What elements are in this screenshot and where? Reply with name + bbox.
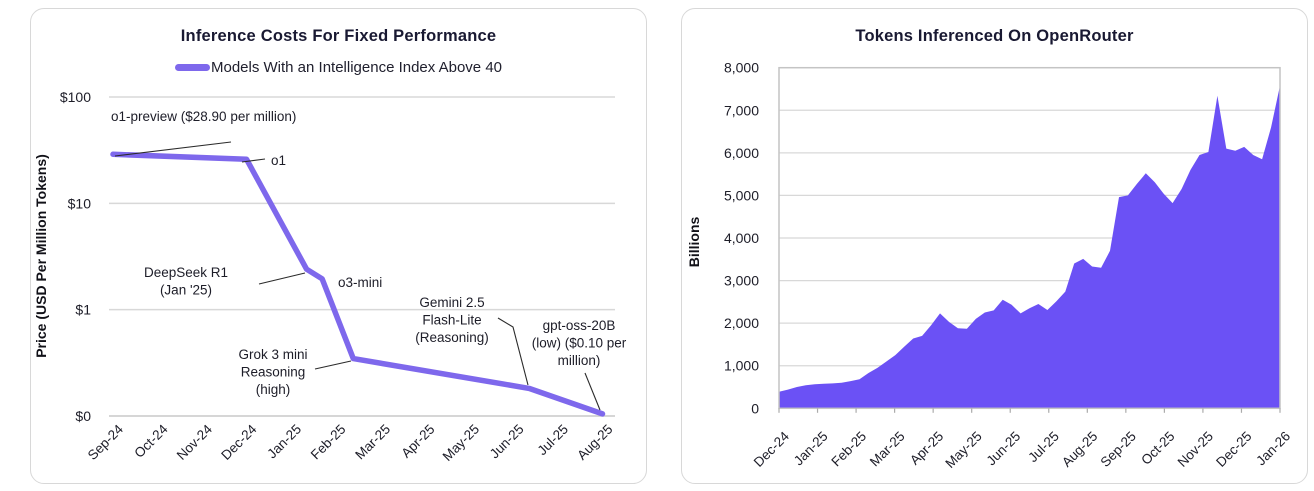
- inference-costs-chart-card: Inference Costs For Fixed Performance Mo…: [30, 8, 647, 484]
- x-tick-label: Jul-25: [535, 422, 572, 459]
- y-tick-label: $0: [75, 408, 91, 424]
- x-tick-label: Aug-25: [1059, 429, 1100, 470]
- plot-border: [778, 66, 1281, 410]
- y-tick-label: 1,000: [724, 358, 759, 374]
- annotation-grok-3-mini: Grok 3 mini Reasoning (high): [238, 347, 307, 397]
- y-tick-label: 2,000: [724, 315, 759, 331]
- y-tick-label: 5,000: [724, 187, 759, 203]
- x-tick-label: May-25: [942, 429, 984, 471]
- x-tick-label: Oct-25: [1138, 429, 1177, 468]
- annotation-gemini-2-5-flash-lite: Gemini 2.5 Flash-Lite (Reasoning): [415, 295, 489, 345]
- right-chart-title: Tokens Inferenced On OpenRouter: [855, 27, 1134, 45]
- y-tick-label: 6,000: [724, 145, 759, 161]
- x-tick-label: Jun-25: [487, 422, 527, 462]
- x-tick-label: Feb-25: [828, 429, 869, 470]
- y-tick-label: 7,000: [724, 102, 759, 118]
- annotation-connector-o1: [241, 158, 266, 163]
- openrouter-tokens-area-chart: 8,000 7,000 6,000 5,000 4,000 3,000 2,000 1,000…: [686, 60, 1293, 471]
- y-tick-label: $100: [60, 89, 91, 105]
- x-tick-label: May-25: [440, 422, 482, 464]
- y-axis-title: Billions: [686, 217, 702, 268]
- inference-costs-line-chart: $100 $10 $1 $0 Price (USD Per Million Tokens…: [33, 89, 627, 464]
- x-tick-label: Jul-25: [1025, 429, 1062, 466]
- x-tick-label: Nov-25: [1175, 429, 1216, 470]
- x-tick-label: Feb-25: [308, 422, 349, 463]
- x-tick-label: Mar-25: [867, 429, 908, 470]
- y-tick-label: 4,000: [724, 230, 759, 246]
- y-axis-title: Price (USD Per Million Tokens): [33, 154, 49, 358]
- x-tick-label: Jan-26: [1253, 429, 1293, 469]
- annotation-o1-preview: o1-preview ($28.90 per million): [111, 109, 296, 124]
- y-tick-label: 3,000: [724, 273, 759, 289]
- y-tick-label: 0: [751, 400, 759, 416]
- x-tick-label: Apr-25: [907, 429, 946, 468]
- x-tick-label: Aug-25: [574, 422, 615, 463]
- y-tick-label: 8,000: [724, 60, 759, 76]
- annotation-connector-o1-preview: [114, 141, 232, 157]
- x-tick-label: Jun-25: [984, 429, 1024, 469]
- x-tick-label: Apr-25: [398, 422, 437, 461]
- x-tick-label: Sep-24: [85, 421, 127, 463]
- annotation-deepseek-r1: DeepSeek R1 (Jan '25): [144, 265, 228, 298]
- x-tick-label: Dec-24: [218, 421, 260, 463]
- x-tick-label: Nov-24: [174, 421, 216, 463]
- y-tick-label: $10: [68, 195, 92, 211]
- y-tick-label: $1: [75, 302, 91, 318]
- annotation-o1: o1: [271, 153, 286, 168]
- price-line: [110, 151, 606, 417]
- legend-line-swatch: [174, 64, 210, 71]
- openrouter-tokens-chart-card: Tokens Inferenced On OpenRouter 8,000 7,0…: [681, 8, 1308, 484]
- annotation-connector-gpt-oss-20b: [584, 372, 601, 411]
- x-tick-label: Jan-25: [264, 422, 304, 462]
- annotation-connector-deepseek-r1: [258, 272, 306, 285]
- legend-label: Models With an Intelligence Index Above …: [210, 59, 502, 76]
- annotation-gpt-oss-20b: gpt-oss-20B (low) ($0.10 per million): [532, 318, 627, 368]
- tokens-area-fill: [779, 85, 1280, 409]
- x-tick-label: Mar-25: [352, 422, 393, 463]
- x-tick-label: Sep-25: [1098, 429, 1139, 470]
- annotation-connector-grok-3-mini: [314, 360, 352, 370]
- x-tick-label: Dec-24: [751, 428, 793, 470]
- x-tick-label: Oct-24: [131, 421, 171, 461]
- annotation-o3-mini: o3-mini: [338, 275, 382, 290]
- annotation-connector-gemini-2-5-flash-lite: [497, 317, 529, 386]
- left-chart-legend: Models With an Intelligence Index Above …: [31, 59, 646, 76]
- x-tick-label: Dec-25: [1213, 429, 1254, 470]
- left-chart-title: Inference Costs For Fixed Performance: [180, 27, 497, 45]
- x-tick-label: Jan-25: [791, 429, 831, 469]
